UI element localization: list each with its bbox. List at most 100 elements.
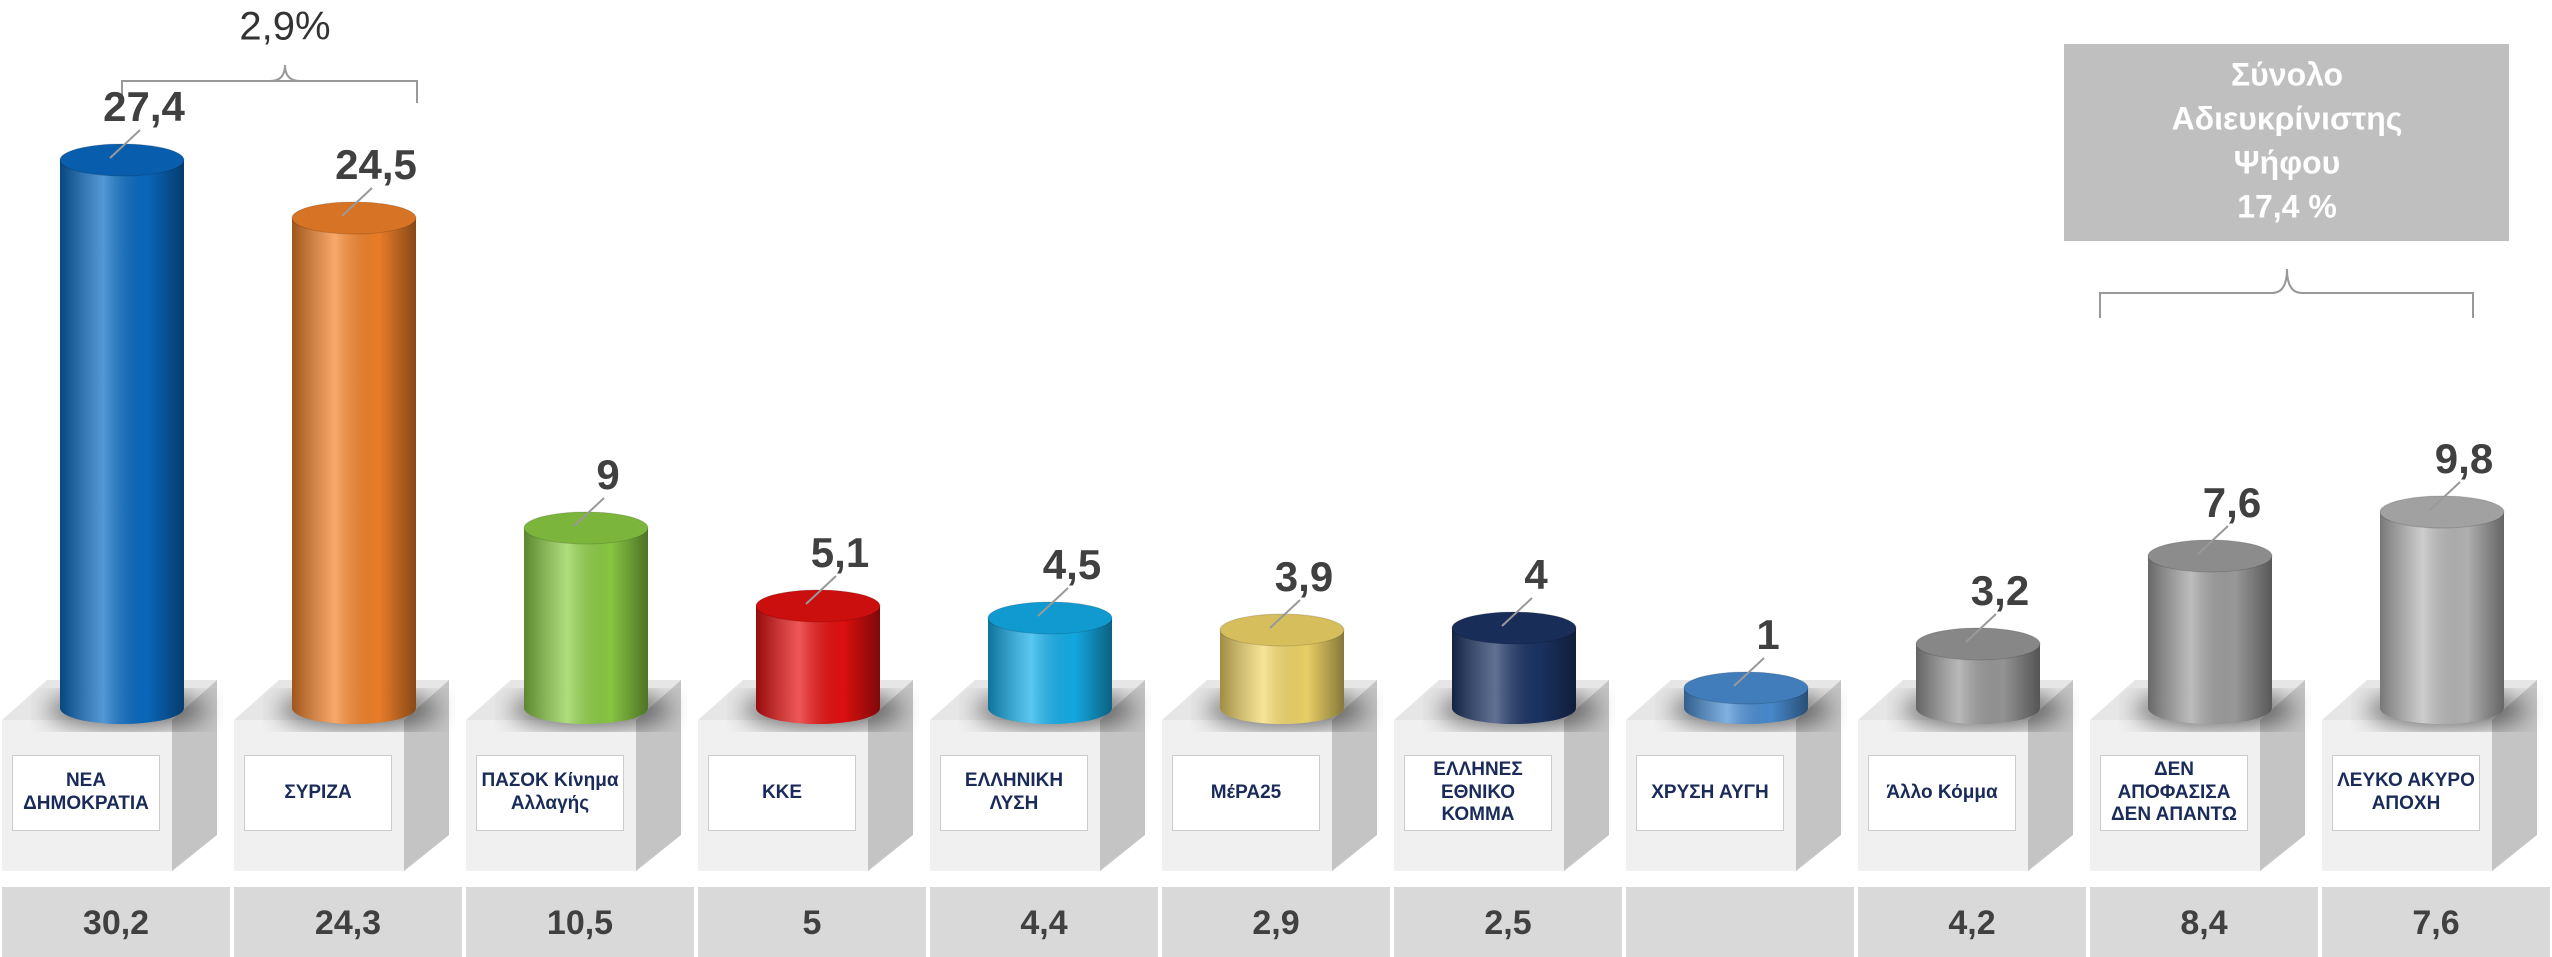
category-label: Άλλο Κόμμα bbox=[1868, 755, 2016, 831]
previous-cell bbox=[2090, 887, 2318, 957]
leader-line bbox=[2429, 481, 2461, 511]
leader-line bbox=[109, 129, 141, 159]
bar-top bbox=[987, 601, 1113, 635]
bar-top bbox=[1451, 611, 1577, 645]
difference-label: 2,9% bbox=[239, 5, 330, 49]
total-box-line: Αδιευκρίνιστης bbox=[2172, 100, 2403, 136]
bar-shade bbox=[60, 160, 184, 708]
platform-side bbox=[404, 680, 449, 871]
previous-cell bbox=[466, 887, 694, 957]
bar-bottom-shade bbox=[524, 692, 648, 724]
previous-value: 4,4 bbox=[1020, 904, 1067, 942]
bar-bottom-shade bbox=[1220, 692, 1344, 724]
value-label: 4 bbox=[1524, 551, 1548, 598]
bar-top-shade bbox=[756, 590, 880, 622]
previous-value: 8,4 bbox=[2180, 904, 2227, 942]
bar-shade bbox=[756, 606, 880, 708]
total-box-line: Ψήφου bbox=[2234, 144, 2341, 180]
platform-side bbox=[2260, 680, 2305, 871]
previous-cell bbox=[234, 887, 462, 957]
bar-bottom-shade bbox=[1916, 692, 2040, 724]
previous-cell bbox=[1394, 887, 1622, 957]
platform-side bbox=[2492, 680, 2537, 871]
category-label: ΧΡΥΣΗ ΑΥΓΗ bbox=[1636, 755, 1784, 831]
bar-top bbox=[2147, 539, 2273, 573]
bar-top bbox=[1915, 627, 2041, 661]
bar-shade bbox=[292, 218, 416, 708]
previous-value: 10,5 bbox=[547, 904, 613, 942]
value-label: 1 bbox=[1756, 611, 1779, 658]
value-label: 4,5 bbox=[1043, 541, 1101, 588]
bar-top bbox=[755, 589, 881, 623]
previous-value: 5 bbox=[803, 904, 822, 942]
total-box bbox=[2064, 44, 2509, 241]
value-label: 3,2 bbox=[1971, 567, 2029, 614]
previous-cell bbox=[1626, 887, 1854, 957]
bar-top bbox=[59, 143, 185, 177]
bar-top-shade bbox=[2380, 496, 2504, 528]
previous-value: 2,5 bbox=[1484, 904, 1531, 942]
bar-top bbox=[1683, 671, 1809, 705]
previous-cell bbox=[2, 887, 230, 957]
bar-bottom-shade bbox=[988, 692, 1112, 724]
bar-shade bbox=[2148, 556, 2272, 708]
bar-top-shade bbox=[60, 144, 184, 176]
bar-top bbox=[291, 201, 417, 235]
category-label: ΛΕΥΚΟ ΑΚΥΡΟ ΑΠΟΧΗ bbox=[2332, 755, 2480, 831]
bar-top-shade bbox=[2148, 540, 2272, 572]
leader-line bbox=[341, 187, 373, 217]
bar-bottom-shade bbox=[2148, 692, 2272, 724]
value-label: 9,8 bbox=[2435, 435, 2493, 482]
category-label: ΠΑΣΟΚ Κίνημα Αλλαγής bbox=[476, 755, 624, 831]
bar-shade bbox=[2380, 512, 2504, 708]
difference-bracket bbox=[121, 64, 418, 103]
platform-side bbox=[868, 680, 913, 871]
total-box-line: 17,4 % bbox=[2237, 188, 2337, 224]
bar-top-shade bbox=[524, 512, 648, 544]
bar-top bbox=[2379, 495, 2505, 529]
category-label: ΕΛΛΗΝΙΚΗ ΛΥΣΗ bbox=[940, 755, 1088, 831]
total-box-line: Σύνολο bbox=[2231, 56, 2343, 92]
bar-top-shade bbox=[1684, 672, 1808, 704]
value-label: 3,9 bbox=[1275, 553, 1333, 600]
previous-value: 2,9 bbox=[1252, 904, 1299, 942]
bar-shade bbox=[524, 528, 648, 708]
platform-side bbox=[172, 680, 217, 871]
previous-value: 4,2 bbox=[1948, 904, 1995, 942]
value-label: 27,4 bbox=[103, 83, 185, 130]
previous-cell bbox=[1162, 887, 1390, 957]
bar-bottom-shade bbox=[756, 692, 880, 724]
value-label: 7,6 bbox=[2203, 479, 2261, 526]
previous-value: 24,3 bbox=[315, 904, 381, 942]
bar-top-shade bbox=[988, 602, 1112, 634]
platform-side bbox=[2028, 680, 2073, 871]
value-label: 5,1 bbox=[811, 529, 869, 576]
bar-top bbox=[523, 511, 649, 545]
leader-line bbox=[1501, 597, 1533, 627]
value-label: 24,5 bbox=[335, 141, 417, 188]
previous-value: 7,6 bbox=[2412, 904, 2459, 942]
bar-bottom-shade bbox=[292, 692, 416, 724]
leader-line bbox=[1965, 613, 1997, 643]
bar-top-shade bbox=[292, 202, 416, 234]
category-label: ΚΚΕ bbox=[708, 755, 856, 831]
platform-side bbox=[636, 680, 681, 871]
leader-line bbox=[805, 575, 837, 605]
bar-top-shade bbox=[1452, 612, 1576, 644]
previous-cell bbox=[1858, 887, 2086, 957]
leader-line bbox=[1037, 587, 1069, 617]
platform-side bbox=[1100, 680, 1145, 871]
value-label: 9 bbox=[596, 451, 619, 498]
category-label: ΝΕΑ ΔΗΜΟΚΡΑΤΙΑ bbox=[12, 755, 160, 831]
category-label: ΕΛΛΗΝΕΣ ΕΘΝΙΚΟ ΚΟΜΜΑ bbox=[1404, 755, 1552, 831]
total-bracket bbox=[2099, 268, 2474, 318]
previous-cell bbox=[2322, 887, 2550, 957]
category-label: ΣΥΡΙΖΑ bbox=[244, 755, 392, 831]
previous-cell bbox=[698, 887, 926, 957]
leader-line bbox=[1269, 599, 1301, 629]
leader-line bbox=[1733, 657, 1765, 687]
bar-top bbox=[1219, 613, 1345, 647]
leader-line bbox=[2197, 525, 2229, 555]
previous-cell bbox=[930, 887, 1158, 957]
